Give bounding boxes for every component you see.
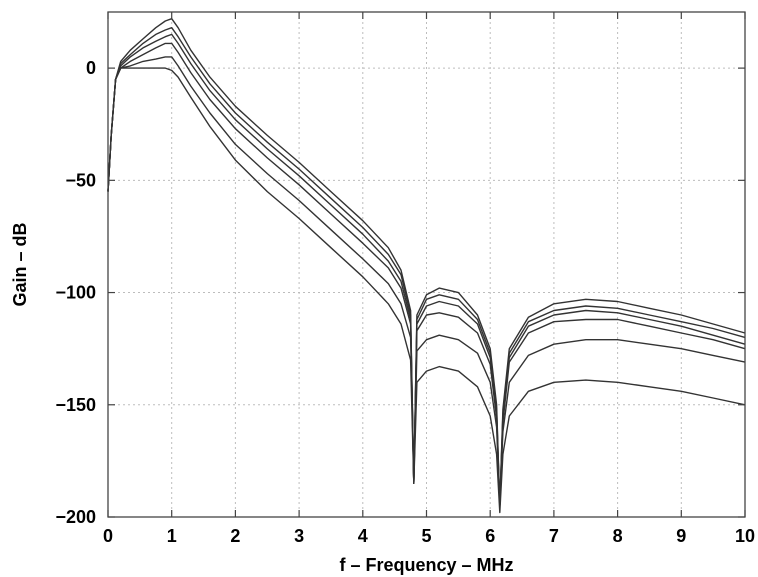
x-tick-label: 8: [613, 526, 623, 546]
x-tick-label: 7: [549, 526, 559, 546]
x-tick-labels: 0 1 2 3 4 5 6 7 8 9 10: [103, 526, 755, 546]
x-tick-label: 6: [485, 526, 495, 546]
ticks: [107, 12, 746, 518]
x-tick-label: 9: [676, 526, 686, 546]
x-tick-label: 0: [103, 526, 113, 546]
y-tick-label: −100: [55, 283, 96, 303]
y-tick-label: 0: [86, 58, 96, 78]
series-group: [107, 18, 746, 514]
y-axis-title: Gain – dB: [10, 222, 30, 306]
x-tick-label: 10: [735, 526, 755, 546]
grid: [108, 12, 745, 517]
x-axis-title: f – Frequency – MHz: [339, 555, 513, 575]
x-tick-label: 3: [294, 526, 304, 546]
x-tick-label: 1: [167, 526, 177, 546]
series-line-6: [107, 67, 746, 514]
series-line-1: [107, 18, 746, 507]
y-tick-labels: 0 −50 −100 −150 −200: [55, 58, 96, 527]
x-tick-label: 5: [421, 526, 431, 546]
series-line-4: [107, 42, 746, 507]
series-line-5: [107, 56, 746, 507]
y-tick-label: −150: [55, 395, 96, 415]
x-tick-label: 4: [358, 526, 368, 546]
x-tick-label: 2: [230, 526, 240, 546]
y-tick-label: −50: [65, 170, 96, 190]
series-line-3: [107, 33, 746, 507]
series-line-2: [107, 27, 746, 507]
y-tick-label: −200: [55, 507, 96, 527]
